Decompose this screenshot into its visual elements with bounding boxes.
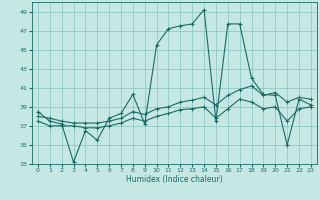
X-axis label: Humidex (Indice chaleur): Humidex (Indice chaleur) bbox=[126, 175, 223, 184]
